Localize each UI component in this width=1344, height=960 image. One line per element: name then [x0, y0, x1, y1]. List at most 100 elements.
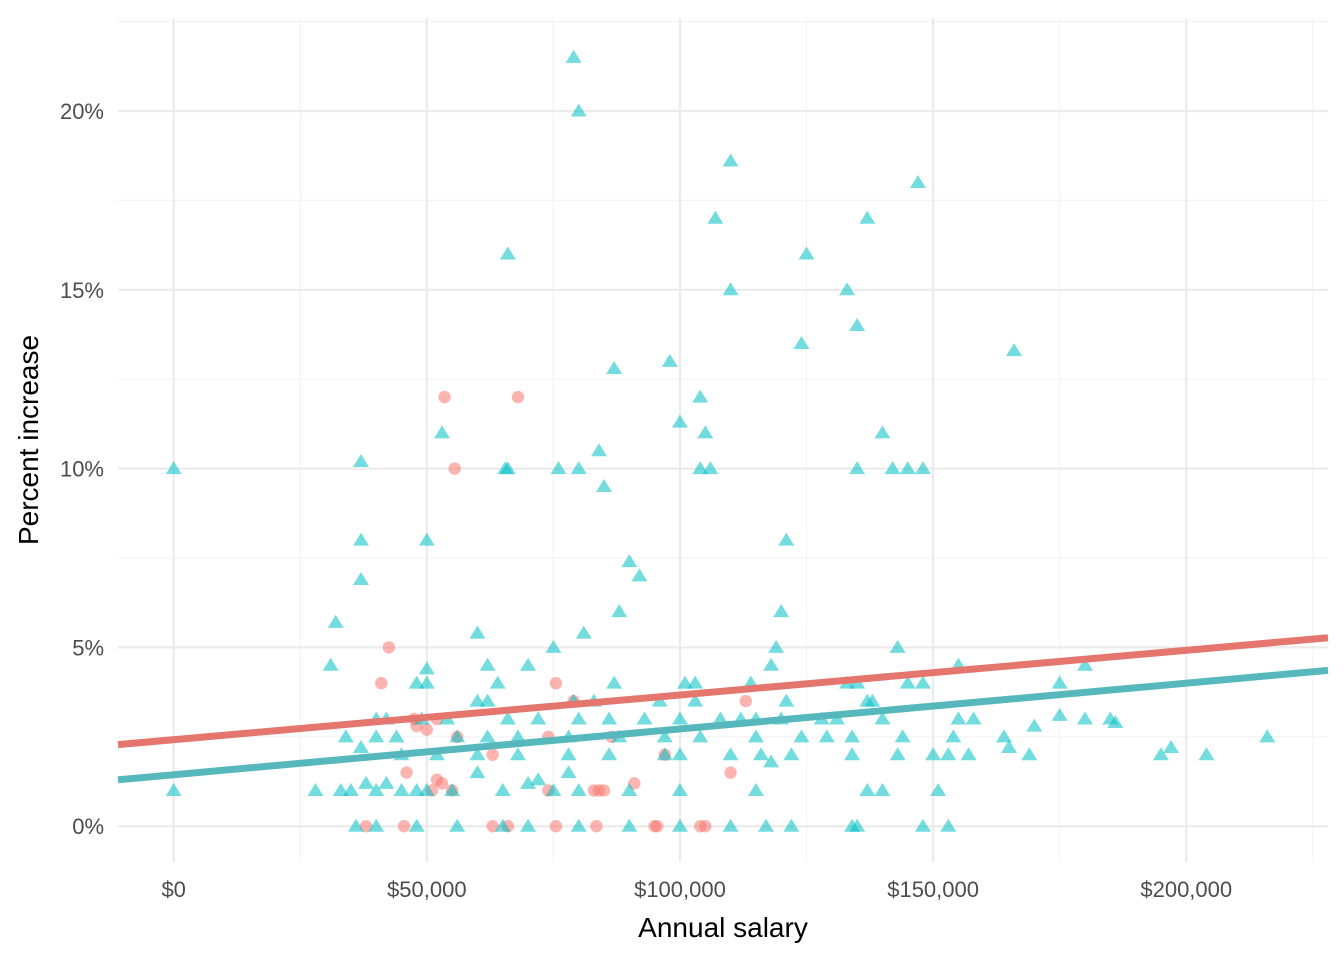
data-point-circle [397, 820, 411, 833]
data-point-triangle [631, 568, 648, 582]
data-point-triangle [489, 675, 506, 689]
x-axis-title: Annual salary [638, 912, 808, 943]
data-point-triangle [692, 729, 709, 743]
data-point-triangle [353, 532, 370, 546]
data-point-triangle [889, 639, 906, 653]
data-point-triangle [671, 782, 688, 796]
data-point-triangle [874, 782, 891, 796]
data-point-triangle [469, 747, 486, 761]
data-point-triangle [332, 782, 349, 796]
data-point-triangle [342, 782, 359, 796]
data-point-triangle [337, 729, 354, 743]
data-point-triangle [408, 818, 425, 832]
data-point-triangle [347, 818, 364, 832]
data-point-triangle [722, 153, 739, 167]
data-point-triangle [1021, 747, 1038, 761]
data-point-triangle [722, 282, 739, 296]
data-point-triangle [671, 711, 688, 725]
data-point-triangle [1006, 343, 1023, 357]
data-point-triangle [479, 729, 496, 743]
data-point-triangle [358, 775, 375, 789]
data-point-triangle [520, 818, 537, 832]
data-point-triangle [418, 675, 435, 689]
data-point-triangle [722, 747, 739, 761]
data-point-triangle [677, 675, 694, 689]
data-point-triangle [849, 461, 866, 475]
data-point-triangle [940, 818, 957, 832]
data-point-triangle [322, 657, 339, 671]
data-point-triangle [408, 782, 425, 796]
data-point-triangle [408, 675, 425, 689]
data-point-circle [699, 820, 712, 833]
y-tick-label: 10% [60, 457, 104, 482]
data-point-triangle [747, 729, 764, 743]
data-point-triangle [1107, 715, 1124, 729]
data-point-circle [587, 784, 601, 797]
data-point-triangle [444, 782, 461, 796]
data-point-triangle [763, 657, 780, 671]
data-point-triangle [793, 729, 810, 743]
data-point-triangle [965, 711, 982, 725]
data-point-triangle [449, 729, 466, 743]
data-point-triangle [590, 443, 607, 457]
data-point-triangle [859, 210, 876, 224]
data-point-triangle [1152, 747, 1169, 761]
data-point-triangle [509, 729, 526, 743]
data-point-triangle [778, 532, 795, 546]
major-gridlines [118, 18, 1328, 862]
data-point-triangle [874, 711, 891, 725]
y-tick-label: 0% [72, 814, 104, 839]
data-point-circle [549, 676, 563, 690]
data-point-triangle [530, 711, 547, 725]
data-point-circle [650, 820, 664, 833]
data-point-triangle [697, 425, 714, 439]
data-point-triangle [950, 711, 967, 725]
data-point-triangle [656, 747, 673, 761]
data-point-triangle [611, 604, 628, 618]
data-point-triangle [570, 782, 587, 796]
y-tick-label: 15% [60, 278, 104, 303]
data-point-triangle [899, 461, 916, 475]
data-point-triangle [606, 360, 623, 374]
data-point-circle [435, 777, 449, 790]
data-point-triangle [844, 747, 861, 761]
data-point-triangle [449, 818, 466, 832]
data-point-triangle [545, 782, 562, 796]
data-point-triangle [889, 747, 906, 761]
data-point-triangle [707, 210, 724, 224]
data-point-triangle [656, 729, 673, 743]
data-point-triangle [621, 782, 638, 796]
data-point-triangle [914, 818, 931, 832]
data-point-triangle [494, 782, 511, 796]
data-point-triangle [839, 282, 856, 296]
data-point-circle [724, 766, 737, 779]
data-point-triangle [692, 389, 709, 403]
data-point-triangle [479, 693, 496, 707]
data-point-triangle [1026, 718, 1043, 732]
data-point-triangle [763, 754, 780, 768]
data-point-triangle [945, 729, 962, 743]
data-point-triangle [849, 318, 866, 332]
trend-line-circle-series [117, 634, 1329, 749]
data-point-triangle [1076, 657, 1093, 671]
y-tick-label: 5% [72, 635, 104, 660]
x-tick-label: $0 [161, 877, 185, 902]
data-point-triangle [499, 246, 516, 260]
data-point-triangle [575, 625, 592, 639]
data-point-triangle [995, 729, 1012, 743]
data-point-triangle [388, 729, 405, 743]
data-point-triangle [874, 425, 891, 439]
data-point-triangle [621, 554, 638, 568]
data-point-triangle [418, 532, 435, 546]
data-point-triangle [621, 818, 638, 832]
data-point-triangle [1259, 729, 1276, 743]
data-point-triangle [722, 818, 739, 832]
data-point-triangle [550, 461, 567, 475]
data-point-triangle [307, 782, 324, 796]
data-point-triangle [499, 711, 516, 725]
data-point-triangle [499, 461, 516, 475]
trend-line-triangle-series [117, 666, 1329, 784]
data-point-circle [448, 462, 461, 475]
data-point-triangle [353, 571, 370, 585]
